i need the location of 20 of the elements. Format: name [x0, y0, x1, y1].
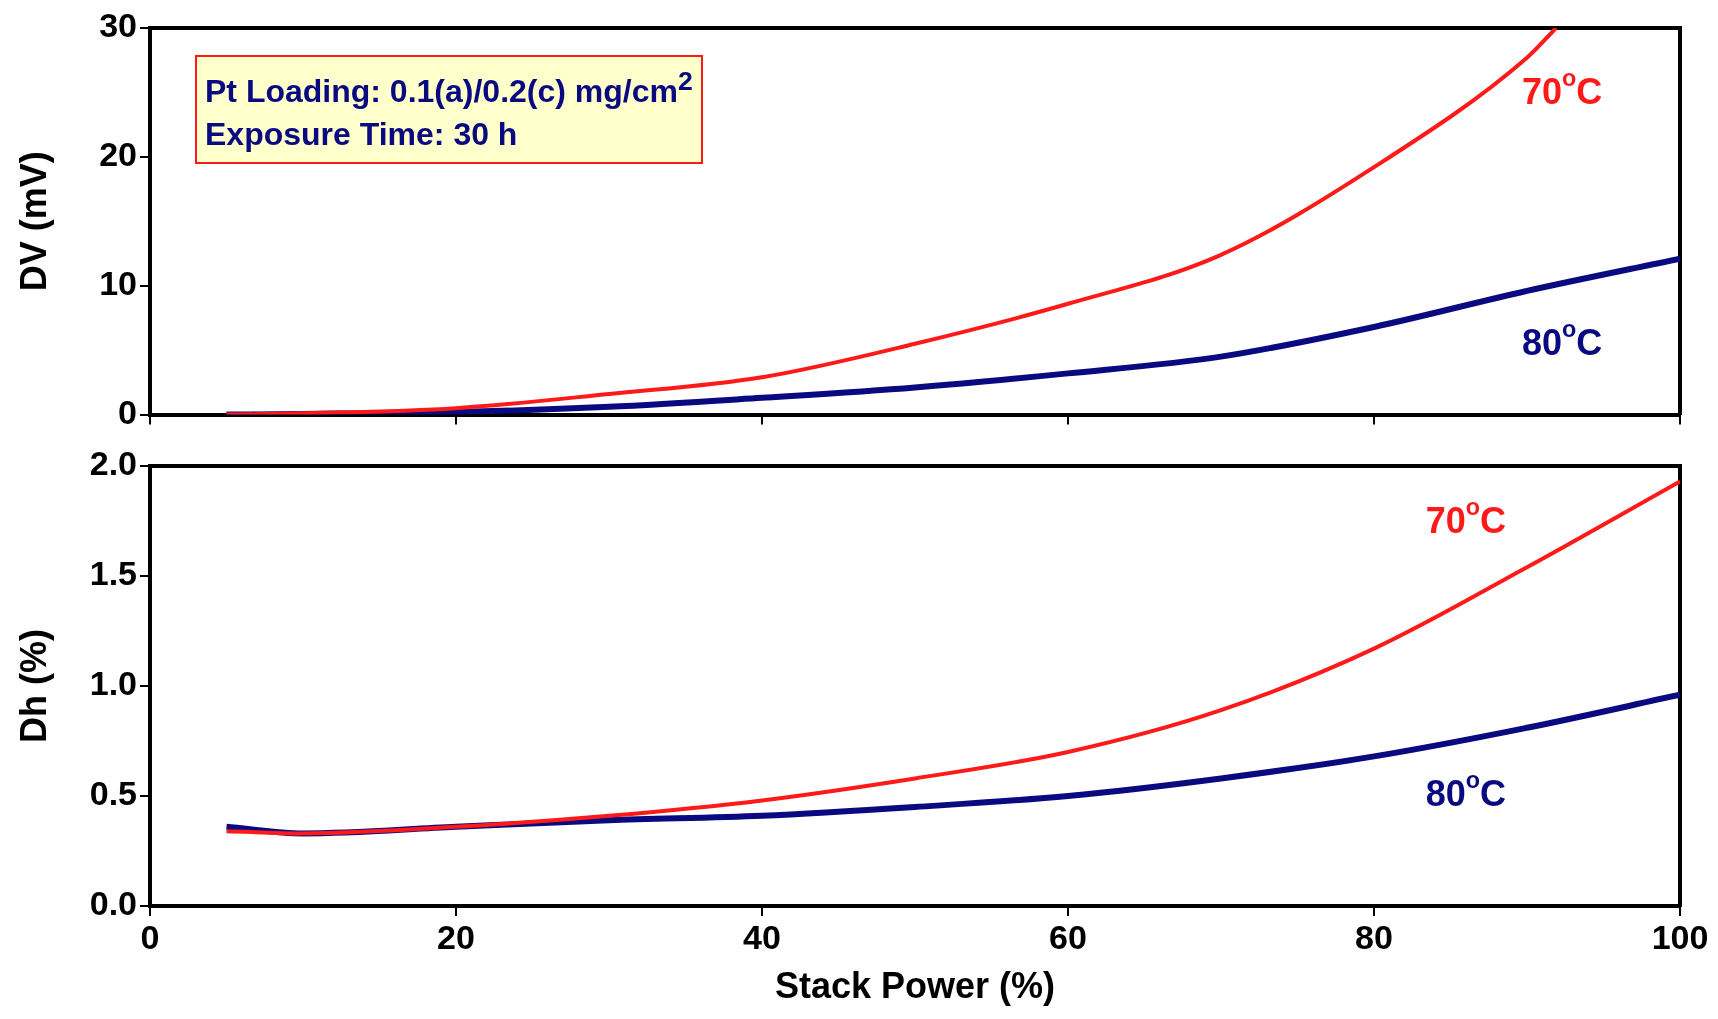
y-tick-label: 0: [118, 392, 137, 431]
annotation: Exposure Time: 30 h: [205, 114, 519, 154]
y-axis-title: Dh (%): [12, 629, 54, 743]
x-tick-label: 20: [437, 917, 475, 956]
y-tick-label: 1.0: [89, 664, 137, 703]
y-tick-label: 0.5: [89, 774, 137, 813]
annotation: Pt Loading: 0.1(a)/0.2(c) mg/cm$^{2}$: [205, 65, 693, 111]
y-tick-label: 20: [99, 135, 137, 174]
y-tick-label: 2.0: [89, 444, 137, 483]
y-tick-label: 0.0: [89, 884, 137, 923]
x-tick-label: 40: [743, 917, 781, 956]
x-tick-label: 80: [1355, 917, 1393, 956]
y-tick-label: 30: [99, 6, 137, 45]
x-axis-title: Stack Power (%): [774, 965, 1056, 1007]
x-tick-label: 60: [1049, 917, 1087, 956]
y-tick-label: 10: [99, 264, 137, 303]
line-series: [224, 479, 1680, 836]
x-tick-label: 100: [1651, 917, 1709, 956]
y-tick-label: 1.5: [89, 554, 137, 593]
y-axis-title: DV (mV): [12, 151, 54, 292]
